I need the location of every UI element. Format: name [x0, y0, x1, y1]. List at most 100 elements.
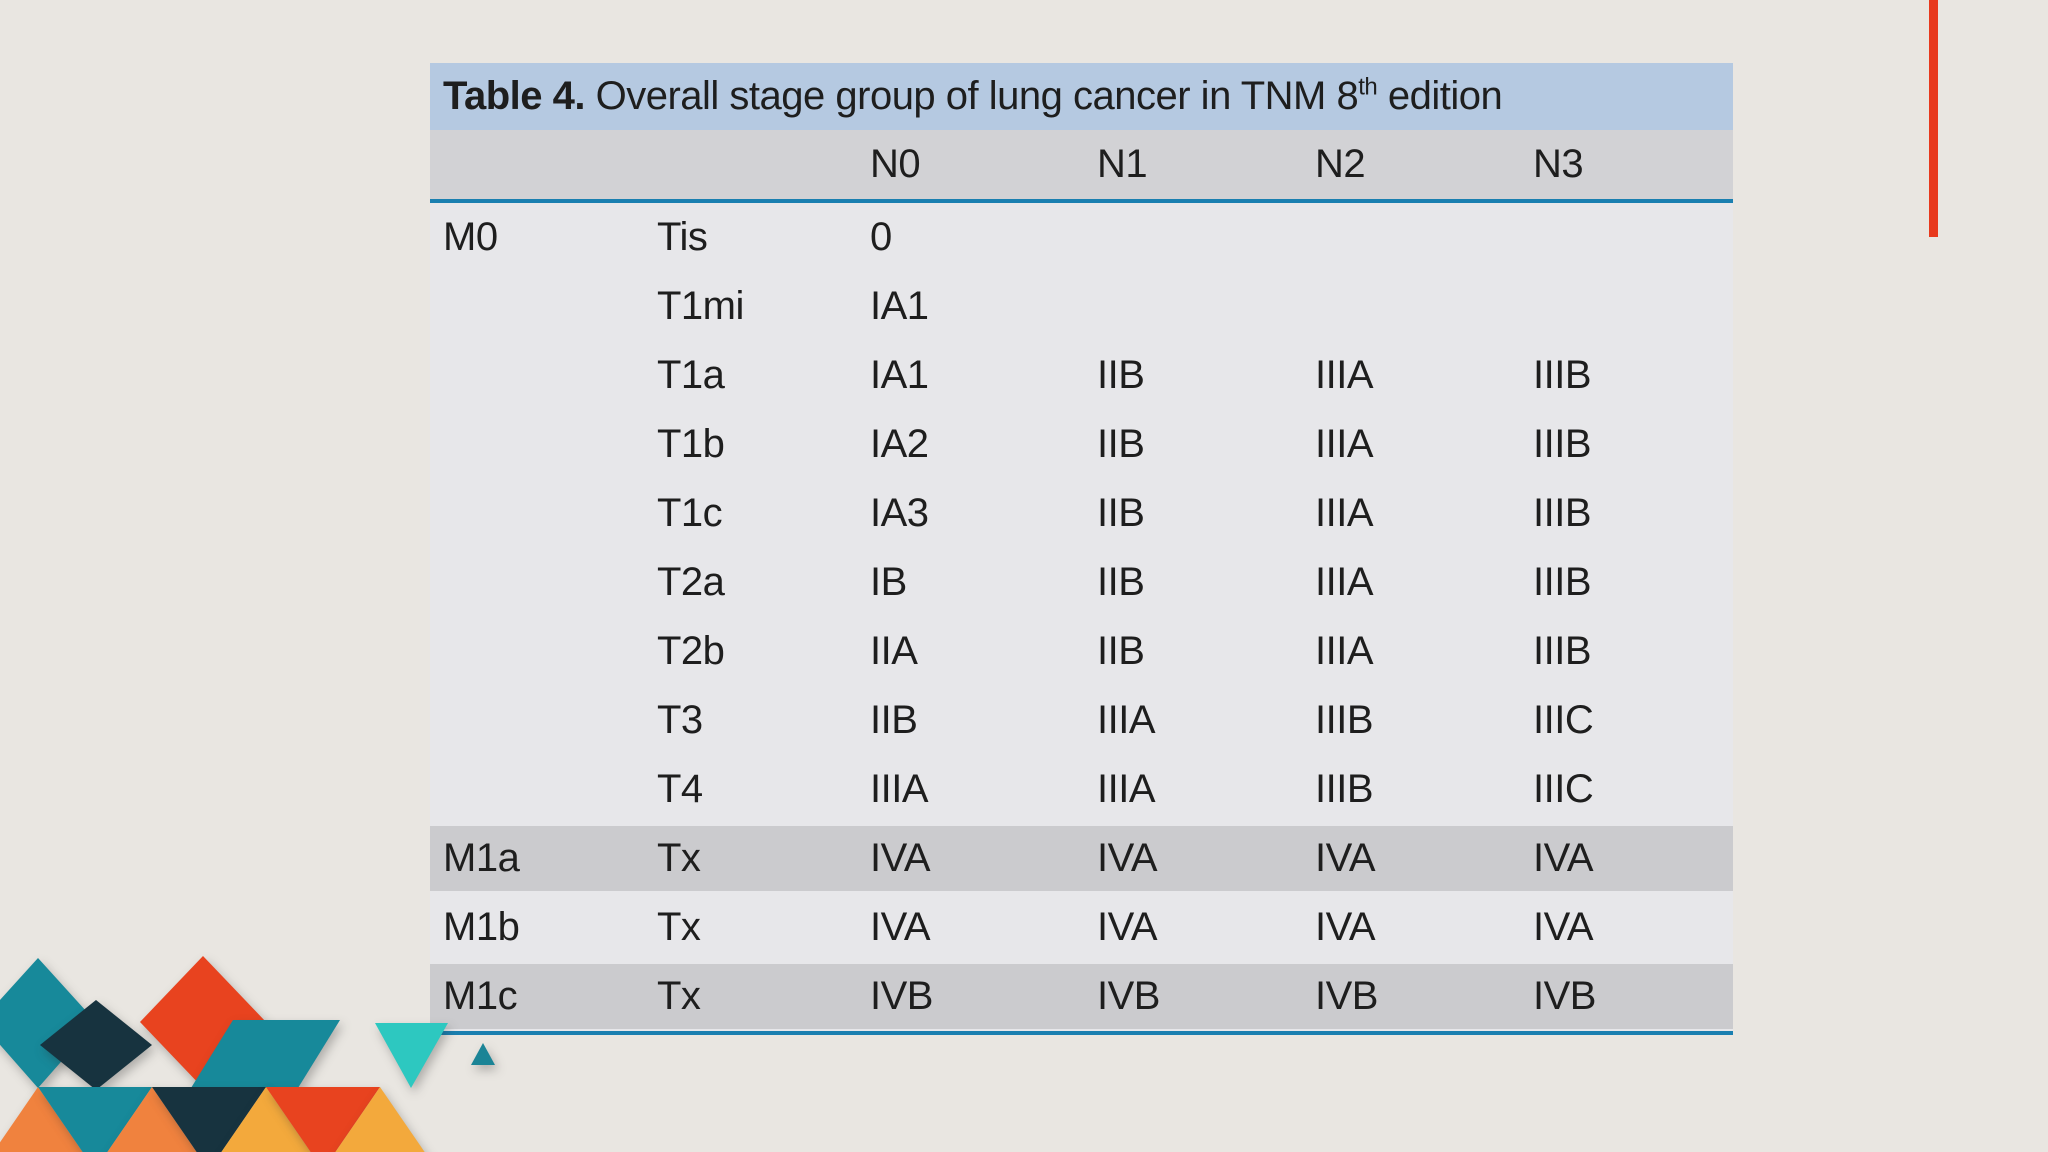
- table-row: M1b Tx IVA IVA IVA IVA: [430, 893, 1733, 962]
- table-cell: IA2: [870, 422, 929, 466]
- table-bottom-rule: [430, 1031, 1733, 1035]
- table-row: T1mi IA1: [430, 272, 1733, 341]
- triangle-decoration: [0, 956, 495, 1152]
- table-cell: IVA: [1315, 836, 1376, 880]
- table-cell: 0: [870, 215, 892, 259]
- table-title-superscript: th: [1358, 73, 1378, 101]
- table-header-row: N0 N1 N2 N3: [430, 130, 1733, 203]
- table-cell: IIIB: [1315, 767, 1374, 811]
- table-row: T1b IA2 IIB IIIA IIIB: [430, 410, 1733, 479]
- table-row: T1a IA1 IIB IIIA IIIB: [430, 341, 1733, 410]
- table-title-bar: Table 4. Overall stage group of lung can…: [430, 63, 1733, 130]
- table-cell: T1a: [657, 353, 725, 397]
- table-cell: M0: [443, 215, 498, 259]
- small-teal-triangle-shape: [471, 1043, 495, 1065]
- table-cell: IIIA: [870, 767, 929, 811]
- header-cell: N1: [1097, 142, 1148, 186]
- navy-triangle-shape: [152, 1087, 266, 1152]
- table-cell: IIIA: [1315, 422, 1374, 466]
- table-cell: [1520, 203, 1733, 272]
- table-cell: Tx: [657, 905, 701, 949]
- table-cell: IVB: [1533, 974, 1596, 1018]
- table-cell: Tis: [657, 215, 708, 259]
- table-row: M0 Tis 0: [430, 203, 1733, 272]
- table-cell: T1b: [657, 422, 725, 466]
- tnm-stage-table: Table 4. Overall stage group of lung can…: [430, 63, 1733, 1035]
- table-cell: IIIA: [1097, 698, 1156, 742]
- table-body: M0 Tis 0 T1mi IA1 T1a IA1 IIB IIIA IIIB T1b IA2 IIB I…: [430, 203, 1733, 1031]
- table-cell: IIB: [1097, 353, 1145, 397]
- table-cell: IIIA: [1315, 629, 1374, 673]
- table-cell: T4: [657, 767, 703, 811]
- navy-diamond-shape: [40, 1000, 152, 1090]
- table-cell: IVA: [1533, 905, 1594, 949]
- table-row: M1a Tx IVA IVA IVA IVA: [430, 824, 1733, 893]
- table-cell: IIB: [1097, 560, 1145, 604]
- table-cell: T2a: [657, 560, 725, 604]
- table-cell: IIIA: [1315, 560, 1374, 604]
- table-cell: IIIC: [1533, 767, 1594, 811]
- table-row: T2a IB IIB IIIA IIIB: [430, 548, 1733, 617]
- table-row: T1c IA3 IIB IIIA IIIB: [430, 479, 1733, 548]
- table-cell: IVB: [1315, 974, 1378, 1018]
- table-cell: [430, 755, 644, 824]
- table-cell: IA1: [870, 353, 929, 397]
- table-cell: IA3: [870, 491, 929, 535]
- header-cell: N3: [1533, 142, 1584, 186]
- table-cell: IVA: [870, 905, 931, 949]
- turquoise-down-triangle-shape: [375, 1023, 448, 1088]
- table-title-text: Overall stage group of lung cancer in TN…: [584, 73, 1503, 118]
- table-cell: IIIB: [1533, 491, 1592, 535]
- table-cell: IIIB: [1315, 698, 1374, 742]
- table-cell: [430, 548, 644, 617]
- orange-triangle-shape: [107, 1087, 197, 1152]
- accent-vertical-line: [1929, 0, 1938, 237]
- table-cell: IIIA: [1315, 491, 1374, 535]
- table-cell: M1b: [443, 905, 520, 949]
- table-cell: [430, 479, 644, 548]
- teal-diamond-shape: [0, 958, 96, 1088]
- table-cell: IIB: [1097, 491, 1145, 535]
- table-cell: [1520, 272, 1733, 341]
- teal-parallelogram-shape: [191, 1020, 340, 1088]
- table-cell: [1302, 272, 1520, 341]
- table-cell: IVA: [1097, 836, 1158, 880]
- table-cell: IIB: [1097, 422, 1145, 466]
- table-cell: [1084, 272, 1302, 341]
- table-cell: [430, 272, 644, 341]
- table-cell: IIIB: [1533, 353, 1592, 397]
- table-title-label: Table 4.: [443, 74, 585, 118]
- table-cell: T1c: [657, 491, 723, 535]
- red-triangle-shape: [266, 1087, 380, 1152]
- table-cell: IIIB: [1533, 422, 1592, 466]
- header-cell: N2: [1315, 142, 1366, 186]
- table-cell: M1c: [443, 974, 518, 1018]
- table-row: T4 IIIA IIIA IIIB IIIC: [430, 755, 1733, 824]
- table-cell: [1084, 203, 1302, 272]
- table-cell: IVA: [870, 836, 931, 880]
- table-cell: IVB: [1097, 974, 1160, 1018]
- table-cell: T3: [657, 698, 703, 742]
- table-row: T3 IIB IIIA IIIB IIIC: [430, 686, 1733, 755]
- amber-triangle-shape: [335, 1087, 425, 1152]
- table-cell: IIIA: [1097, 767, 1156, 811]
- table-cell: IIIC: [1533, 698, 1594, 742]
- table-cell: [430, 617, 644, 686]
- table-cell: Tx: [657, 974, 701, 1018]
- table-cell: [430, 686, 644, 755]
- table-cell: IIB: [1097, 629, 1145, 673]
- table-cell: T2b: [657, 629, 725, 673]
- table-cell: [430, 341, 644, 410]
- table-cell: IA1: [870, 284, 929, 328]
- table-cell: IIIB: [1533, 629, 1592, 673]
- table-row: M1c Tx IVB IVB IVB IVB: [430, 962, 1733, 1031]
- header-cell: [430, 130, 644, 199]
- header-cell: [644, 130, 857, 199]
- table-row: T2b IIA IIB IIIA IIIB: [430, 617, 1733, 686]
- table-cell: [1302, 203, 1520, 272]
- table-cell: IVA: [1533, 836, 1594, 880]
- table-cell: Tx: [657, 836, 701, 880]
- header-cell: N0: [870, 142, 921, 186]
- teal-triangle-shape: [38, 1087, 152, 1152]
- table-cell: IIIB: [1533, 560, 1592, 604]
